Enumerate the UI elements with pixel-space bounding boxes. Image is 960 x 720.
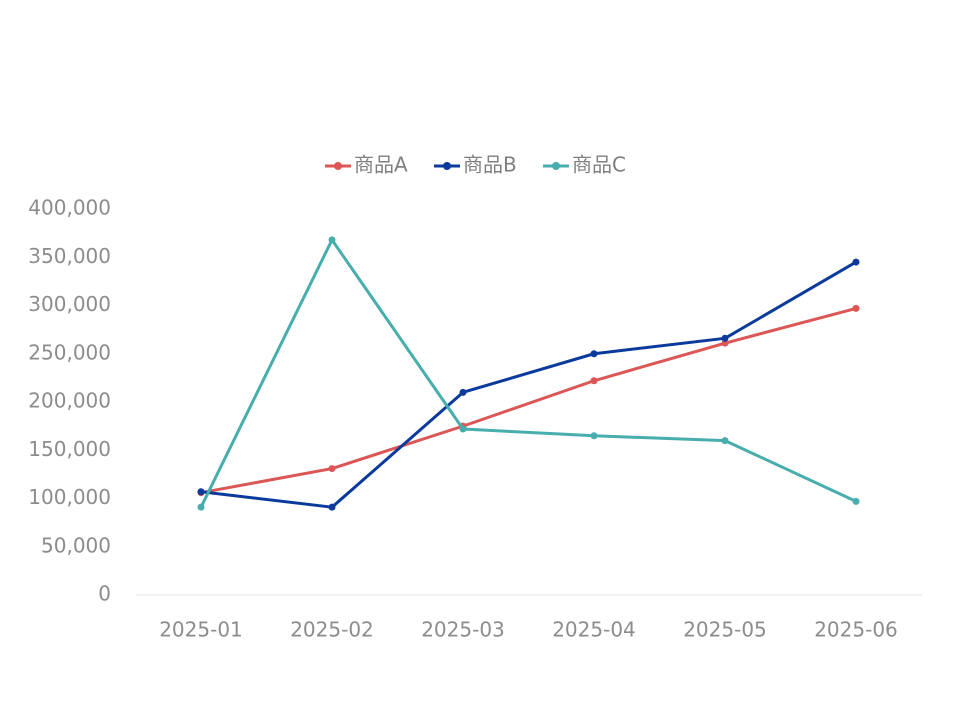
x-tick-label: 2025-06 — [814, 618, 898, 642]
legend-swatch-point — [443, 162, 451, 170]
y-tick-label: 400,000 — [28, 196, 111, 220]
data-point — [721, 339, 729, 347]
y-tick-label: 0 — [98, 582, 111, 606]
series-line — [199, 306, 858, 495]
legend-label: 商品A — [354, 153, 408, 177]
x-tick-label: 2025-04 — [552, 618, 636, 642]
y-tick-label: 250,000 — [28, 340, 111, 364]
x-tick-label: 2025-01 — [159, 618, 243, 642]
data-point — [590, 377, 598, 385]
legend-swatch-point — [334, 162, 342, 170]
y-axis: 0 50,000 100,000 150,000 200,000 250,000 300,0… — [28, 196, 111, 606]
data-point — [197, 503, 205, 511]
data-point — [328, 465, 336, 473]
y-tick-label: 150,000 — [28, 437, 111, 461]
data-point — [590, 432, 598, 440]
series-1 — [197, 304, 860, 497]
data-point — [459, 425, 467, 433]
data-point — [328, 503, 336, 511]
x-tick-label: 2025-05 — [683, 618, 767, 642]
legend-item: 商品B — [434, 153, 517, 177]
legend: 商品A 商品B 商品C — [325, 153, 626, 177]
y-tick-label: 100,000 — [28, 485, 111, 509]
series-2 — [197, 258, 860, 511]
data-point — [590, 350, 598, 358]
series-line — [199, 238, 858, 509]
data-point — [197, 488, 205, 496]
legend-item: 商品C — [543, 153, 626, 177]
data-point — [852, 258, 860, 266]
legend-swatch-point — [552, 162, 560, 170]
series-layer — [197, 236, 860, 511]
series-3 — [197, 236, 860, 511]
x-tick-label: 2025-03 — [421, 618, 505, 642]
x-tick-label: 2025-02 — [290, 618, 374, 642]
data-point — [852, 497, 860, 505]
legend-item: 商品A — [325, 153, 408, 177]
legend-label: 商品B — [463, 153, 517, 177]
series-line — [199, 260, 858, 509]
data-point — [328, 236, 336, 244]
data-point — [459, 388, 467, 396]
legend-label: 商品C — [572, 153, 626, 177]
data-point — [852, 304, 860, 312]
y-tick-label: 50,000 — [41, 533, 111, 557]
y-tick-label: 200,000 — [28, 389, 111, 413]
y-tick-label: 350,000 — [28, 244, 111, 268]
data-point — [721, 437, 729, 445]
data-point — [721, 334, 729, 342]
x-axis: 2025-01 2025-02 2025-03 2025-04 2025-05 2025-… — [136, 594, 922, 642]
y-tick-label: 300,000 — [28, 292, 111, 316]
